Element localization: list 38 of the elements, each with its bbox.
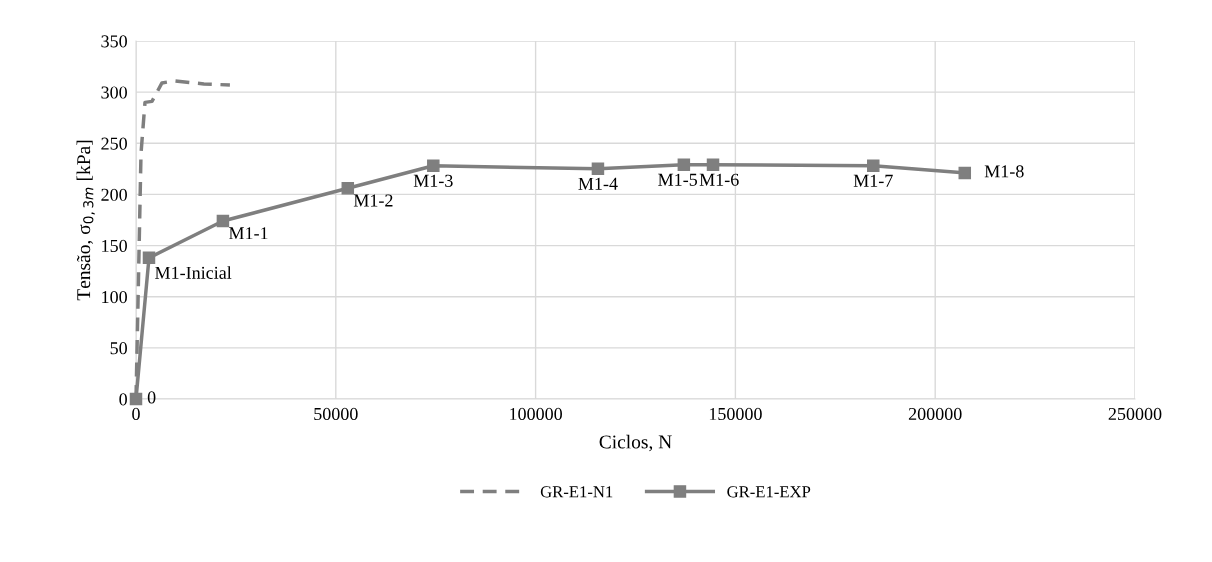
x-tick-label: 200000: [908, 407, 962, 421]
point: [427, 159, 440, 173]
x-tick-label: 0: [132, 407, 140, 421]
legend-label: GR-E1-N1: [540, 486, 613, 498]
annotation: M1-6: [699, 173, 739, 186]
annotation: M1-3: [413, 174, 453, 187]
point: [142, 251, 156, 265]
y-tick-label: 300: [101, 86, 127, 99]
y-tick-label: 200: [101, 188, 127, 201]
y-tick-label: 350: [101, 35, 127, 48]
point: [958, 166, 972, 180]
y-tick-label: 50: [110, 342, 127, 355]
legend-label: GR-E1-EXP: [727, 486, 811, 498]
y-axis-title: Tensão, σ$_{0,3m}$ [kPa]: [76, 140, 95, 301]
x-tick-label: 100000: [510, 407, 562, 421]
annotation: 0: [147, 391, 156, 404]
y-tick-label: 150: [102, 239, 127, 253]
annotation: M1-7: [853, 174, 893, 187]
annotation: M1-Inicial: [155, 266, 232, 279]
point: [591, 162, 605, 176]
annotation: M1-8: [984, 165, 1024, 178]
point: [867, 159, 880, 173]
annotation: M1-1: [228, 227, 268, 240]
x-tick-label: 50000: [314, 407, 358, 421]
x-tick-label: 250000: [1108, 407, 1162, 421]
annotation: M1-2: [353, 194, 393, 207]
x-axis-title: Ciclos, N: [599, 434, 672, 452]
point: [341, 182, 355, 195]
point: [677, 158, 691, 172]
y-tick-label: 100: [102, 290, 127, 304]
point: [706, 158, 720, 172]
annotation: M1-5: [658, 173, 698, 186]
annotation: M1-4: [578, 177, 618, 190]
y-tick-label: 250: [101, 137, 127, 150]
point: [216, 214, 230, 228]
point: [129, 392, 143, 406]
x-tick-label: 150000: [709, 407, 762, 421]
y-tick-label: 0: [119, 393, 127, 406]
